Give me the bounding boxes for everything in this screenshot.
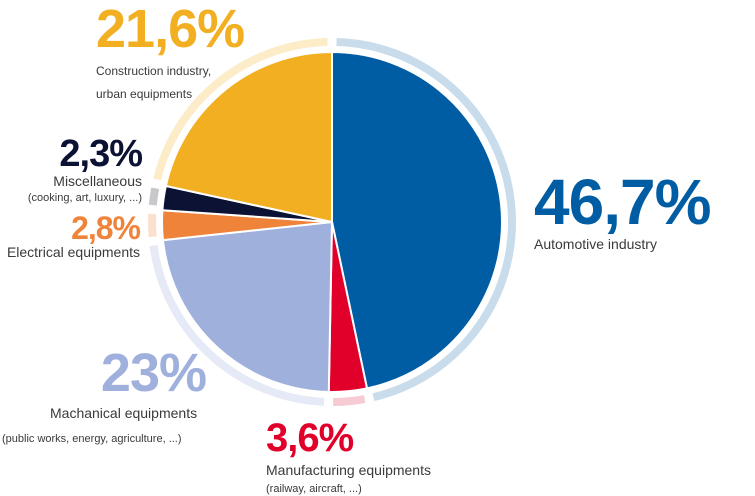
- percent-miscellaneous: 2,3%: [59, 133, 143, 175]
- name-construction: Construction industry, urban equipments: [96, 60, 211, 106]
- name-automotive: Automotive industry: [534, 236, 657, 252]
- label-manufacturing: 3,6% Manufacturing equipments (railway, …: [266, 418, 431, 496]
- percent-mechanical: 23%: [100, 343, 207, 403]
- name-construction-line1: Construction industry,: [96, 64, 212, 78]
- label-miscellaneous: 2,3% Miscellaneous (cooking, art, luxury…: [0, 133, 143, 205]
- percent-automotive: 46,7%: [534, 166, 711, 238]
- label-electrical: 2,8% Electrical equipments: [0, 210, 141, 261]
- pie-slice-2: [161, 220, 334, 393]
- ring-segment-0: [336, 38, 516, 402]
- name-miscellaneous: Miscellaneous: [53, 173, 142, 189]
- name-construction-line2: urban equipments: [96, 86, 193, 101]
- name-manufacturing: Manufacturing equipments: [266, 462, 431, 478]
- label-mechanical: 23%: [0, 343, 207, 403]
- label-construction: 21,6%: [96, 0, 245, 59]
- sub-mechanical: (public works, energy, agriculture, ...): [2, 433, 182, 445]
- label-automotive: 46,7% Automotive industry: [534, 166, 711, 253]
- ring-segment-3: [148, 213, 157, 238]
- outer-ring-group: [148, 38, 516, 406]
- ring-segment-5: [153, 38, 328, 181]
- name-electrical: Electrical equipments: [6, 244, 140, 260]
- ring-segment-4: [148, 187, 160, 206]
- ring-segment-2: [149, 245, 325, 406]
- percent-manufacturing: 3,6%: [266, 416, 354, 460]
- pie-slices-group: [161, 50, 503, 393]
- pie-slice-5: [164, 50, 333, 224]
- percent-electrical: 2,8%: [71, 210, 141, 246]
- percent-construction: 21,6%: [96, 0, 245, 59]
- pie-slice-0: [331, 50, 503, 390]
- name-mechanical: Machanical equipments: [50, 405, 198, 421]
- ring-segment-1: [333, 395, 366, 406]
- sub-manufacturing: (railway, aircraft, ...): [266, 482, 362, 495]
- sub-miscellaneous: (cooking, art, luxury, ...): [27, 191, 142, 204]
